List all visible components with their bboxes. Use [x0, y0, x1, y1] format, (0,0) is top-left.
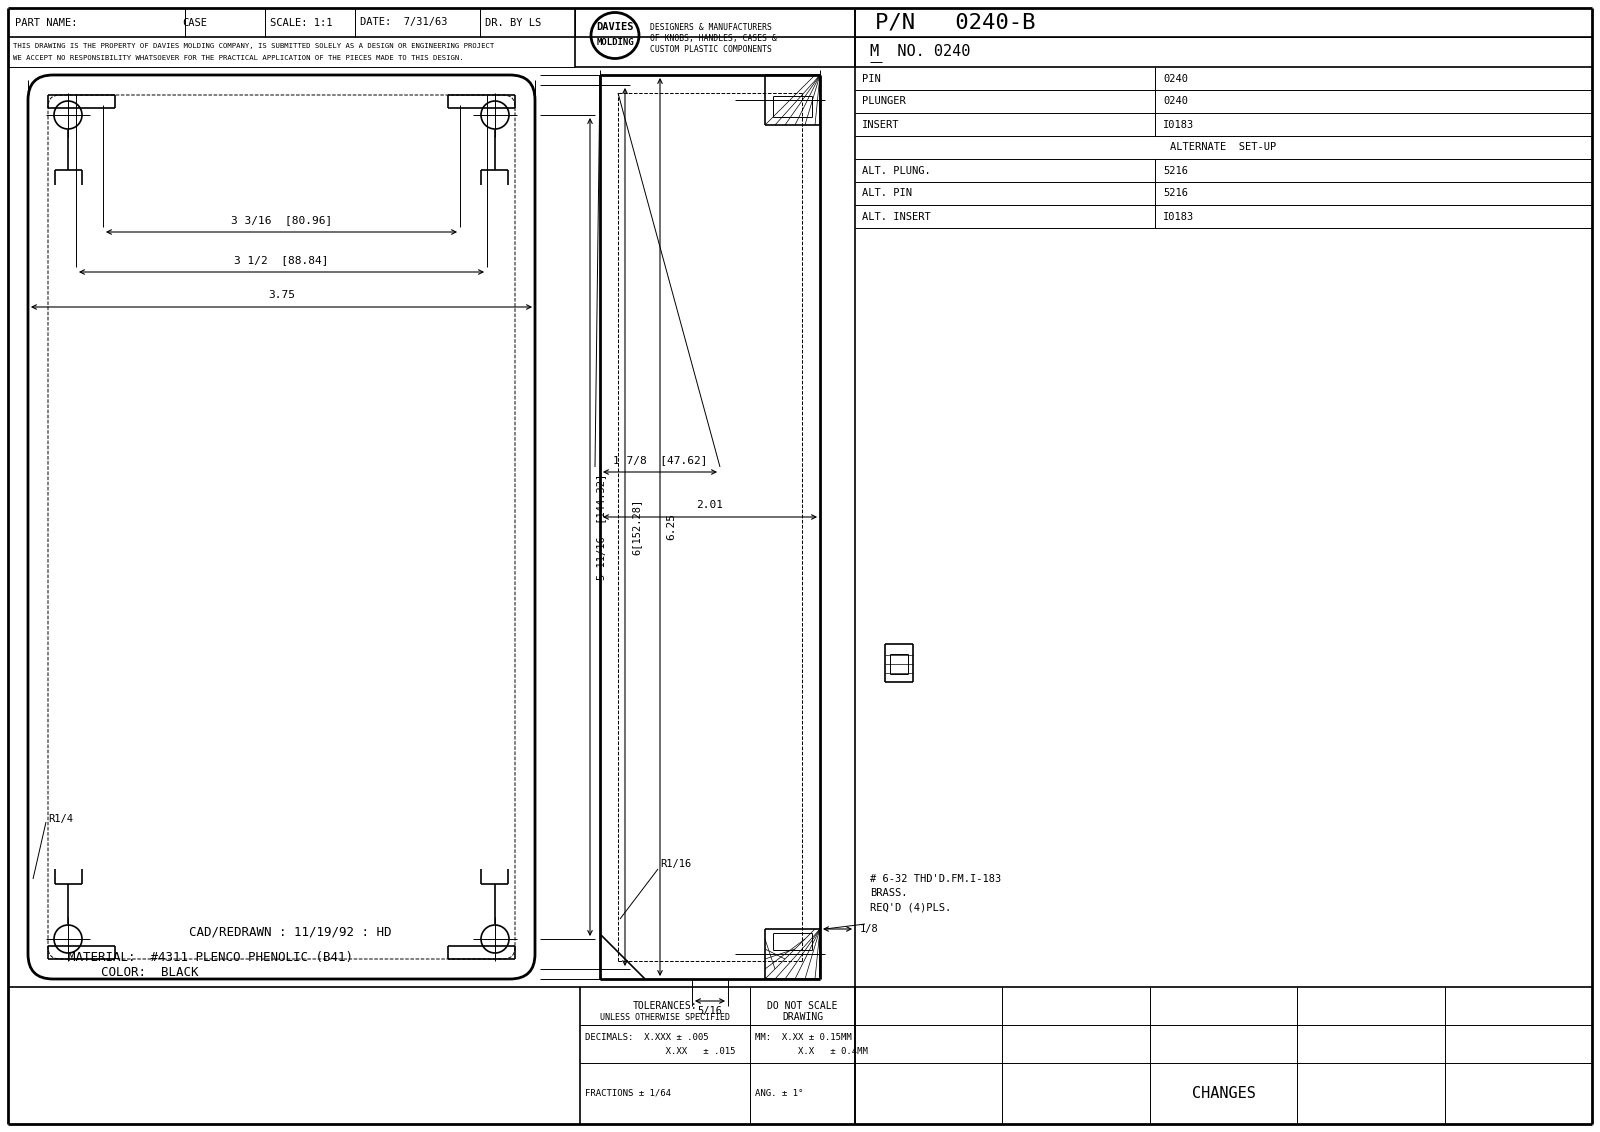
Text: DO NOT SCALE: DO NOT SCALE — [768, 1001, 838, 1011]
Text: R1/16: R1/16 — [661, 859, 691, 869]
Text: 2.01: 2.01 — [696, 500, 723, 511]
Text: DRAWING: DRAWING — [782, 1012, 822, 1022]
Text: I0183: I0183 — [1163, 212, 1194, 222]
Text: P/N   0240-B: P/N 0240-B — [875, 12, 1035, 33]
Text: PLUNGER: PLUNGER — [862, 96, 906, 106]
Text: MATERIAL:  #4311 PLENCO PHENOLIC (B41): MATERIAL: #4311 PLENCO PHENOLIC (B41) — [67, 951, 352, 963]
Text: 5/16: 5/16 — [698, 1006, 723, 1017]
Text: SCALE: 1:1: SCALE: 1:1 — [270, 17, 333, 27]
Text: 3 1/2  [88.84]: 3 1/2 [88.84] — [234, 255, 328, 265]
Text: DECIMALS:  X.XXX ± .005: DECIMALS: X.XXX ± .005 — [586, 1034, 709, 1043]
Text: 5216: 5216 — [1163, 189, 1187, 198]
Text: OF KNOBS, HANDLES, CASES &: OF KNOBS, HANDLES, CASES & — [650, 34, 776, 43]
Text: 6.25: 6.25 — [666, 514, 675, 540]
Text: 5 11/16  [144.32]: 5 11/16 [144.32] — [595, 474, 606, 580]
Text: CHANGES: CHANGES — [1192, 1086, 1256, 1101]
Text: ALT. PIN: ALT. PIN — [862, 189, 912, 198]
Text: 6[152.28]: 6[152.28] — [630, 499, 642, 555]
Text: DR. BY LS: DR. BY LS — [485, 17, 541, 27]
Text: CAD/REDRAWN : 11/19/92 : HD: CAD/REDRAWN : 11/19/92 : HD — [189, 926, 392, 938]
Text: X.X   ± 0.4MM: X.X ± 0.4MM — [755, 1047, 867, 1056]
Text: R1/4: R1/4 — [48, 814, 74, 824]
Text: CUSTOM PLASTIC COMPONENTS: CUSTOM PLASTIC COMPONENTS — [650, 45, 771, 54]
Text: BRASS.: BRASS. — [870, 887, 907, 898]
Text: PIN: PIN — [862, 74, 880, 84]
Text: I0183: I0183 — [1163, 120, 1194, 129]
Text: REQ'D (4)PLS.: REQ'D (4)PLS. — [870, 902, 952, 912]
Text: 1 7/8  [47.62]: 1 7/8 [47.62] — [613, 455, 707, 465]
Text: ALT. INSERT: ALT. INSERT — [862, 212, 931, 222]
Text: M  NO. 0240: M NO. 0240 — [870, 44, 970, 60]
Text: 5216: 5216 — [1163, 165, 1187, 175]
Text: 0240: 0240 — [1163, 96, 1187, 106]
Text: ANG. ± 1°: ANG. ± 1° — [755, 1089, 803, 1098]
Text: THIS DRAWING IS THE PROPERTY OF DAVIES MOLDING COMPANY, IS SUBMITTED SOLELY AS A: THIS DRAWING IS THE PROPERTY OF DAVIES M… — [13, 43, 494, 49]
Text: FRACTIONS ± 1/64: FRACTIONS ± 1/64 — [586, 1089, 670, 1098]
Text: TOLERANCES:: TOLERANCES: — [632, 1001, 698, 1011]
Text: INSERT: INSERT — [862, 120, 899, 129]
Text: MM:  X.XX ± 0.15MM: MM: X.XX ± 0.15MM — [755, 1034, 851, 1043]
Text: UNLESS OTHERWISE SPECIFIED: UNLESS OTHERWISE SPECIFIED — [600, 1012, 730, 1021]
Text: CASE: CASE — [182, 17, 208, 27]
Text: MOLDING: MOLDING — [597, 38, 634, 48]
Text: 3 3/16  [80.96]: 3 3/16 [80.96] — [230, 215, 333, 225]
Text: X.XX   ± .015: X.XX ± .015 — [586, 1047, 736, 1056]
Text: ALT. PLUNG.: ALT. PLUNG. — [862, 165, 931, 175]
Text: COLOR:  BLACK: COLOR: BLACK — [101, 967, 198, 979]
Text: PART NAME:: PART NAME: — [14, 17, 77, 27]
Text: 0240: 0240 — [1163, 74, 1187, 84]
Text: ALTERNATE  SET-UP: ALTERNATE SET-UP — [1170, 143, 1277, 153]
Text: 1/8: 1/8 — [861, 924, 878, 934]
Text: DESIGNERS & MANUFACTURERS: DESIGNERS & MANUFACTURERS — [650, 23, 771, 32]
Text: WE ACCEPT NO RESPONSIBILITY WHATSOEVER FOR THE PRACTICAL APPLICATION OF THE PIEC: WE ACCEPT NO RESPONSIBILITY WHATSOEVER F… — [13, 55, 464, 61]
Text: DAVIES: DAVIES — [597, 23, 634, 33]
Text: # 6-32 THD'D.FM.I-183: # 6-32 THD'D.FM.I-183 — [870, 874, 1002, 884]
Text: DATE:  7/31/63: DATE: 7/31/63 — [360, 17, 448, 27]
Text: 3.75: 3.75 — [269, 290, 294, 300]
